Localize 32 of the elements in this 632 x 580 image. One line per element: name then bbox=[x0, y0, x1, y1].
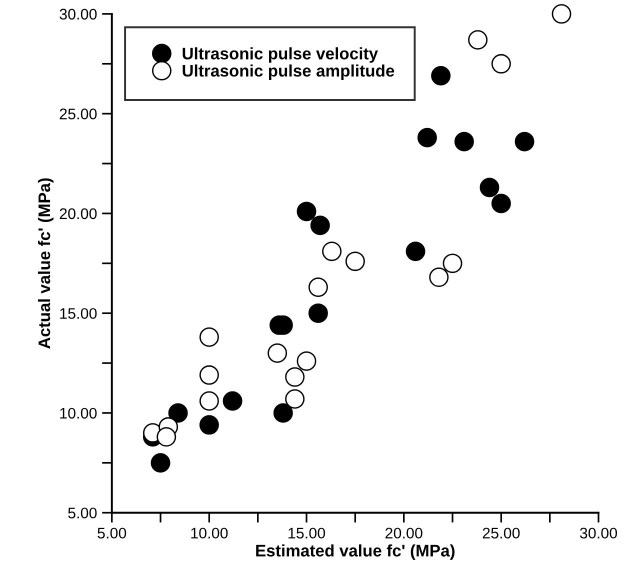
y-axis-title: Actual value fc' (MPa) bbox=[38, 178, 54, 349]
y-tick-label: 10.00 bbox=[60, 408, 97, 419]
point bbox=[417, 128, 437, 148]
x-tick-label: 25.00 bbox=[482, 528, 520, 539]
point bbox=[406, 242, 426, 262]
y-tick-label: 20.00 bbox=[60, 208, 97, 220]
legend-label: Ultrasonic pulse velocity bbox=[182, 47, 378, 63]
x-axis-title: Estimated value fc' (MPa) bbox=[256, 544, 455, 560]
point bbox=[514, 132, 534, 152]
y-tick-label: 25.00 bbox=[60, 108, 97, 120]
x-tick-label: 30.00 bbox=[580, 528, 618, 539]
point bbox=[273, 403, 293, 423]
point bbox=[150, 453, 170, 473]
point bbox=[222, 391, 242, 411]
x-tick-label: 5.00 bbox=[98, 528, 126, 539]
point bbox=[431, 66, 451, 86]
point bbox=[454, 132, 474, 152]
point bbox=[296, 202, 316, 222]
point bbox=[199, 415, 219, 435]
y-tick-label: 30.00 bbox=[60, 8, 97, 20]
point bbox=[168, 403, 188, 423]
point bbox=[480, 178, 500, 198]
point bbox=[156, 427, 176, 447]
x-tick-label: 20.00 bbox=[386, 528, 422, 539]
y-tick-label: 5.00 bbox=[68, 508, 97, 518]
legend-label: Ultrasonic pulse amplitude bbox=[182, 64, 394, 80]
x-tick-label: 15.00 bbox=[288, 528, 326, 539]
y-tick-label: 15.00 bbox=[60, 308, 97, 319]
point bbox=[310, 216, 330, 236]
point bbox=[491, 194, 511, 214]
x-tick-label: 10.00 bbox=[191, 528, 228, 539]
point bbox=[308, 303, 328, 323]
